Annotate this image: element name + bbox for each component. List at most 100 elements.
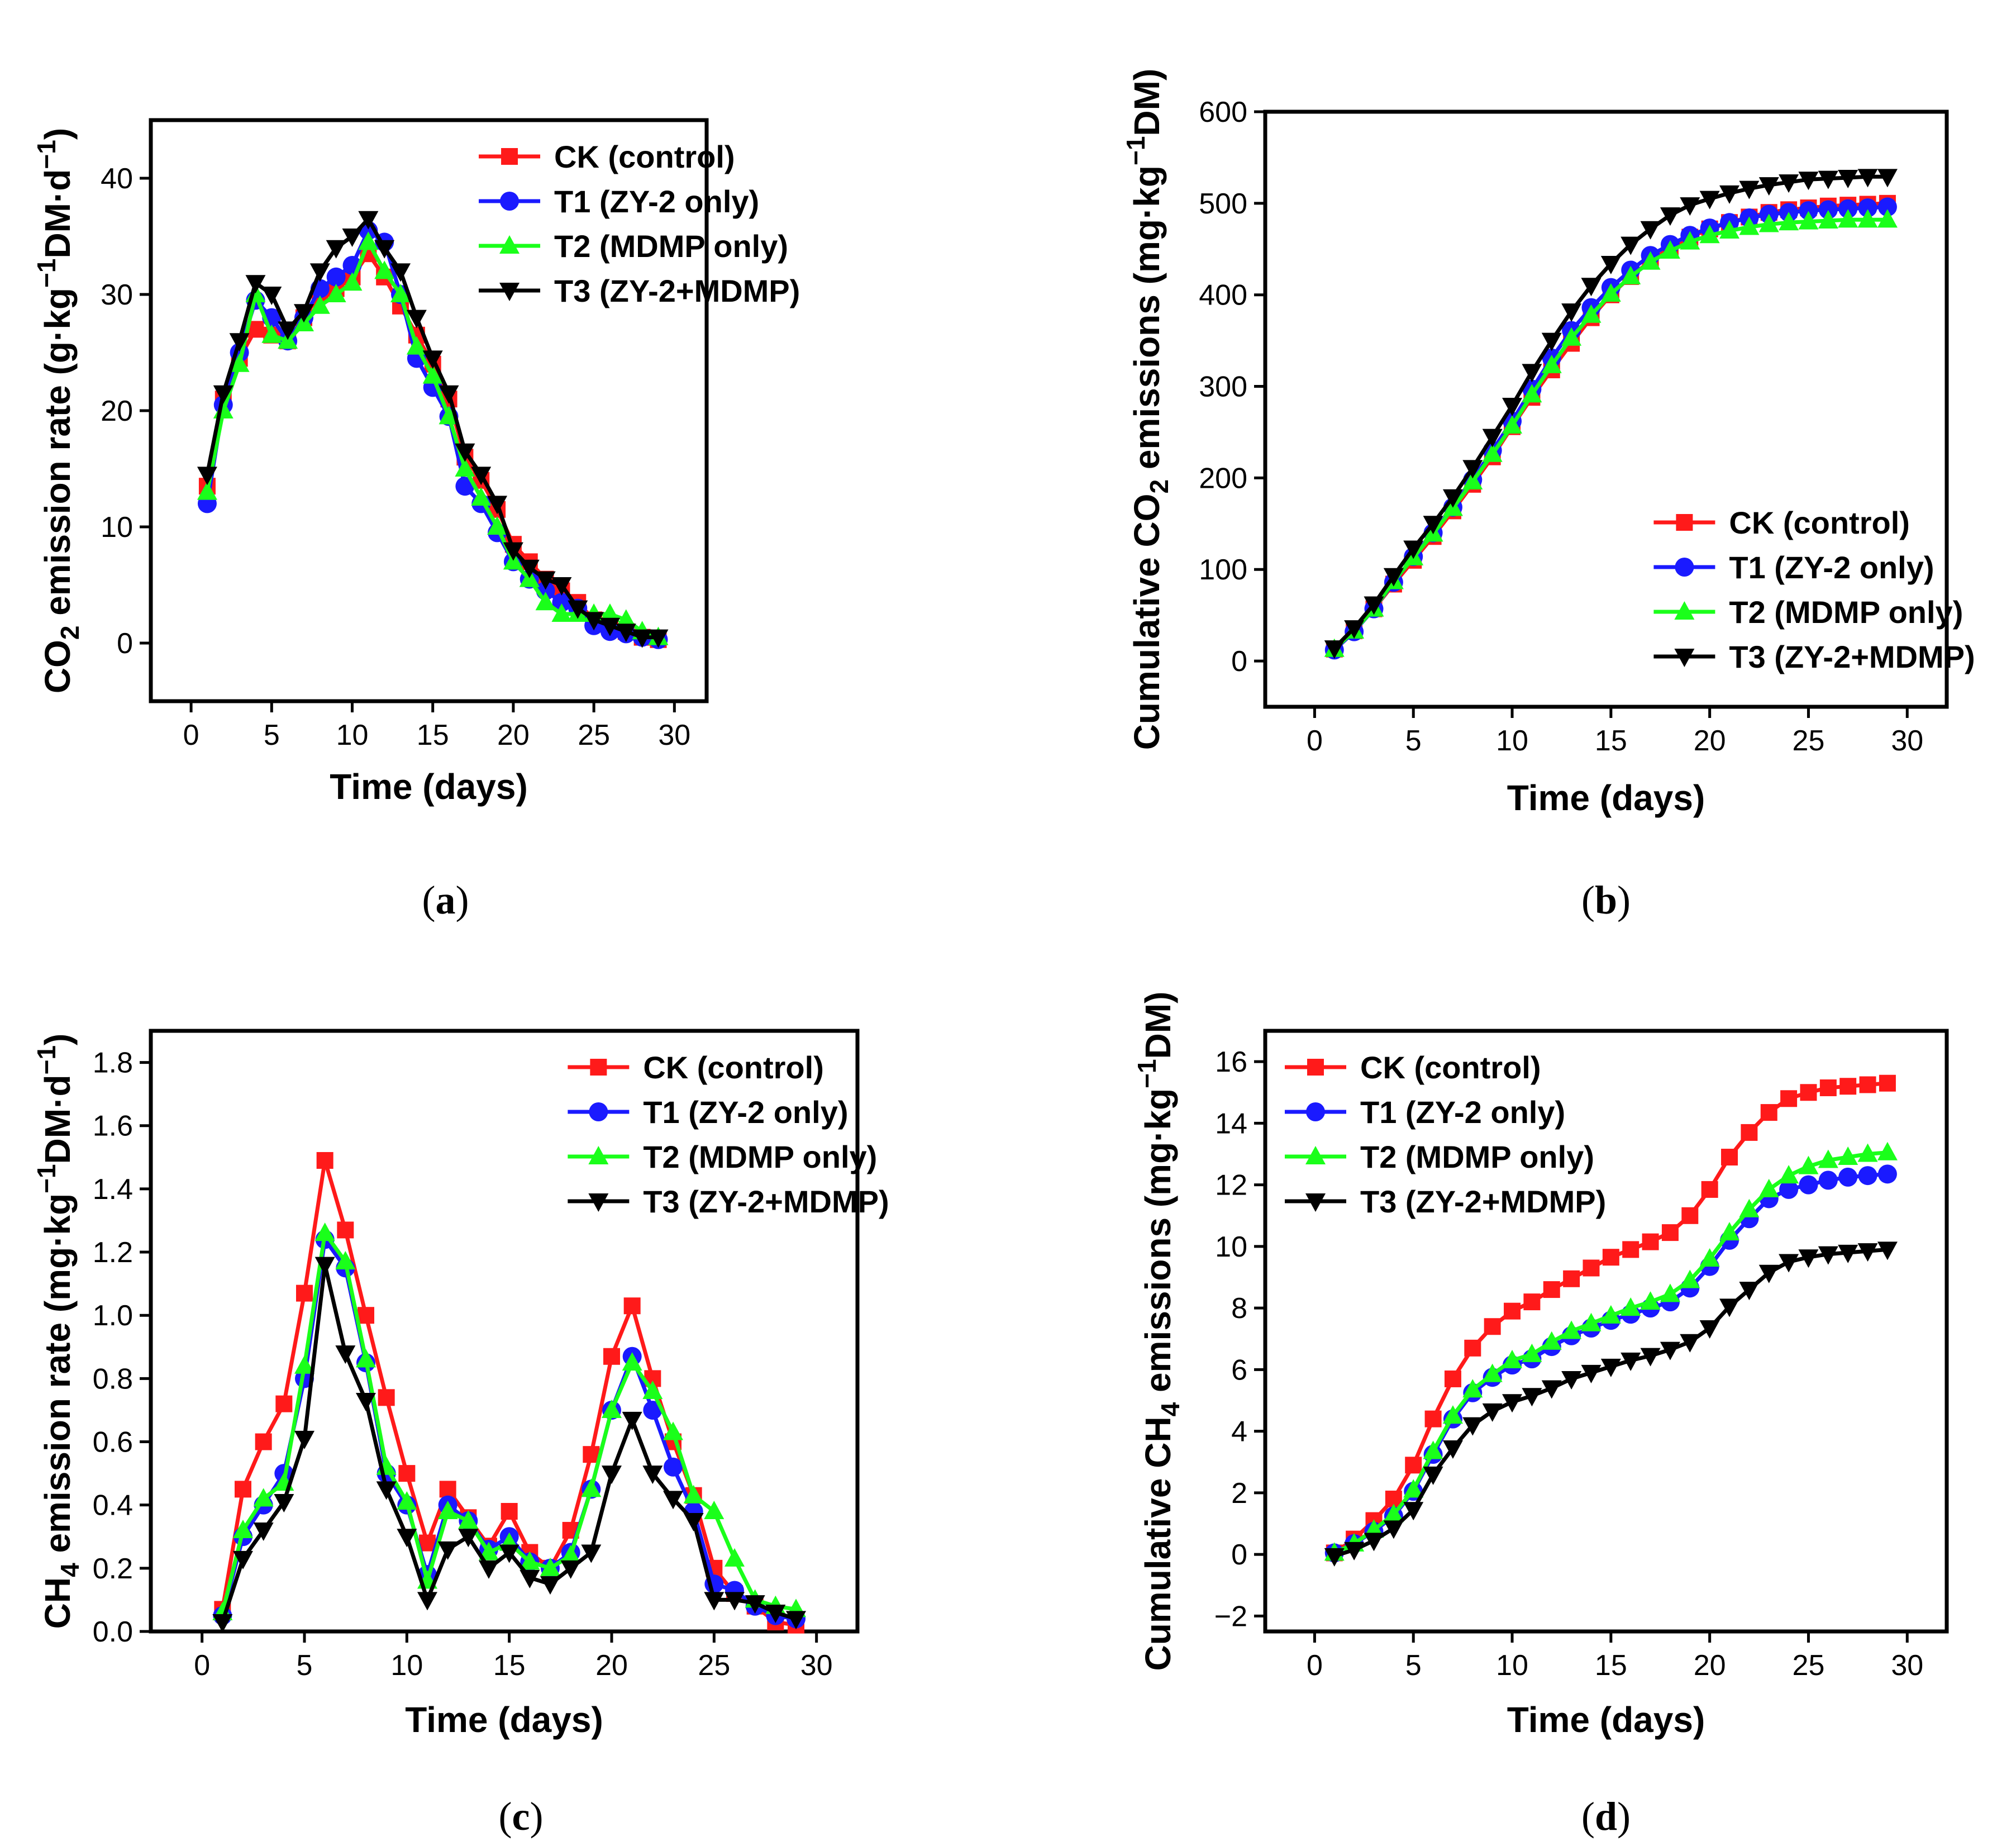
data-point-T2 — [314, 1222, 335, 1241]
series-T3 — [1324, 1241, 1898, 1567]
data-point-T3 — [1857, 1243, 1878, 1262]
data-point-T3 — [1739, 1282, 1760, 1301]
legend-marker-T2 — [1674, 601, 1695, 620]
y-tick-label: 10 — [1215, 1231, 1247, 1263]
data-point-T2 — [1482, 1363, 1503, 1382]
data-point-CK — [1444, 1370, 1461, 1387]
plot-frame — [149, 1029, 860, 1634]
y-tick-label: 1.0 — [93, 1300, 133, 1332]
data-point-T3 — [1600, 1358, 1621, 1377]
data-point-CK — [1780, 1090, 1798, 1107]
x-tick-label: 20 — [1694, 1649, 1726, 1682]
y-tick-label: 14 — [1215, 1107, 1247, 1140]
data-point-T2 — [1423, 1440, 1443, 1459]
legend-label-T1: T1 (ZY-2 only) — [643, 1095, 848, 1130]
x-tick-label: 15 — [493, 1649, 526, 1682]
y-axis-title-superscript: −1 — [32, 140, 61, 169]
data-point-T3 — [1640, 1348, 1661, 1367]
data-point-T2 — [326, 284, 346, 302]
y-tick-label: 12 — [1215, 1169, 1247, 1202]
legend-label-T3: T3 (ZY-2+MDMP) — [554, 273, 800, 308]
data-point-T3 — [1640, 221, 1661, 240]
legend-marker-T3 — [1305, 1193, 1326, 1212]
y-tick-label: 1.8 — [93, 1047, 133, 1079]
data-point-T3 — [1719, 1298, 1740, 1317]
data-point-T3 — [535, 571, 556, 590]
x-tick-label: 0 — [1307, 1649, 1323, 1682]
data-point-T2 — [560, 1545, 581, 1564]
panel-caption: (c) — [499, 1794, 544, 1839]
data-point-T2 — [422, 365, 443, 384]
caption-letter: a — [436, 878, 456, 922]
data-point-T3 — [294, 1430, 314, 1449]
data-point-CK — [1661, 1224, 1679, 1241]
x-tick-label: 10 — [336, 719, 369, 751]
data-point-T2 — [1838, 1146, 1858, 1165]
data-point-T3 — [1877, 169, 1898, 188]
data-point-T3 — [1798, 1249, 1819, 1268]
chart-a: 0 5 10 15 20 25 30 0 10 20 30 40 Time (days) CO2 emis… — [32, 118, 800, 922]
data-point-T3 — [519, 559, 540, 578]
x-tick-label: 20 — [595, 1649, 628, 1682]
data-point-T2 — [1680, 1269, 1700, 1288]
data-point-T2 — [1739, 1198, 1760, 1217]
data-point-T2 — [458, 1510, 479, 1529]
y-tick-label: 4 — [1231, 1416, 1247, 1448]
data-point-T3 — [212, 1614, 233, 1633]
data-point-T3 — [1699, 191, 1720, 210]
y-axis-title-text: ) — [37, 128, 78, 140]
y-tick-label: 200 — [1199, 462, 1247, 494]
data-point-CK — [501, 1503, 518, 1520]
data-point-T2 — [1541, 1331, 1562, 1350]
data-point-T3 — [725, 1592, 745, 1611]
data-point-T2 — [1522, 1343, 1542, 1362]
data-point-T2 — [581, 1478, 602, 1497]
y-axis-title-text: emission rate (mg·kg — [37, 1193, 78, 1563]
data-point-T1 — [1818, 200, 1838, 220]
data-point-T3 — [1344, 620, 1365, 639]
data-point-T3 — [1857, 169, 1878, 188]
data-point-CK — [316, 1152, 333, 1169]
y-tick-label: 1.2 — [93, 1236, 133, 1269]
plot-frame — [1263, 1029, 1949, 1634]
caption-paren: ( — [499, 1794, 512, 1839]
data-point-T3 — [458, 1529, 479, 1548]
legend-marker-CK — [1307, 1059, 1324, 1076]
data-point-T3 — [1403, 1502, 1424, 1521]
legend-marker-CK — [590, 1059, 607, 1076]
x-tick-label: 5 — [264, 719, 280, 751]
x-tick-label: 30 — [1891, 725, 1923, 757]
data-point-T2 — [622, 1352, 642, 1371]
data-point-T1 — [664, 1457, 683, 1477]
x-tick-label: 15 — [1595, 725, 1627, 757]
chart-c: 0 5 10 15 20 25 30 0.0 0.2 0.4 0.6 0.8 1.0 1.2 1.4 1.6 1… — [32, 1029, 889, 1839]
data-point-T2 — [342, 272, 363, 291]
data-point-CK — [1543, 1281, 1560, 1298]
data-point-T2 — [551, 603, 572, 622]
y-tick-label: 0.8 — [93, 1363, 133, 1395]
data-point-T1 — [1877, 1164, 1897, 1184]
y-tick-label: 0.4 — [93, 1490, 133, 1522]
data-point-CK — [1642, 1233, 1659, 1250]
data-point-T3 — [1522, 1388, 1542, 1407]
data-point-T2 — [1699, 225, 1720, 244]
data-point-T3 — [704, 1592, 725, 1611]
x-axis-title: Time (days) — [1507, 1700, 1705, 1740]
data-point-CK — [1800, 1084, 1817, 1101]
plot-frame — [1263, 110, 1949, 709]
caption-letter: b — [1595, 878, 1617, 922]
data-point-T2 — [1857, 209, 1878, 228]
data-point-T3 — [1403, 540, 1424, 559]
data-point-T3 — [437, 1541, 458, 1560]
data-point-T3 — [1660, 207, 1680, 226]
data-point-T2 — [1719, 1222, 1740, 1241]
data-point-CK — [1760, 1104, 1777, 1121]
legend-label-CK: CK (control) — [1729, 505, 1910, 540]
data-point-T2 — [455, 458, 475, 477]
data-point-T3 — [1798, 172, 1819, 191]
data-point-T2 — [1442, 1405, 1463, 1424]
data-point-T2 — [1699, 1248, 1720, 1267]
legend-label-CK: CK (control) — [1360, 1050, 1541, 1085]
data-point-T3 — [1462, 460, 1483, 479]
caption-letter: c — [512, 1794, 530, 1839]
